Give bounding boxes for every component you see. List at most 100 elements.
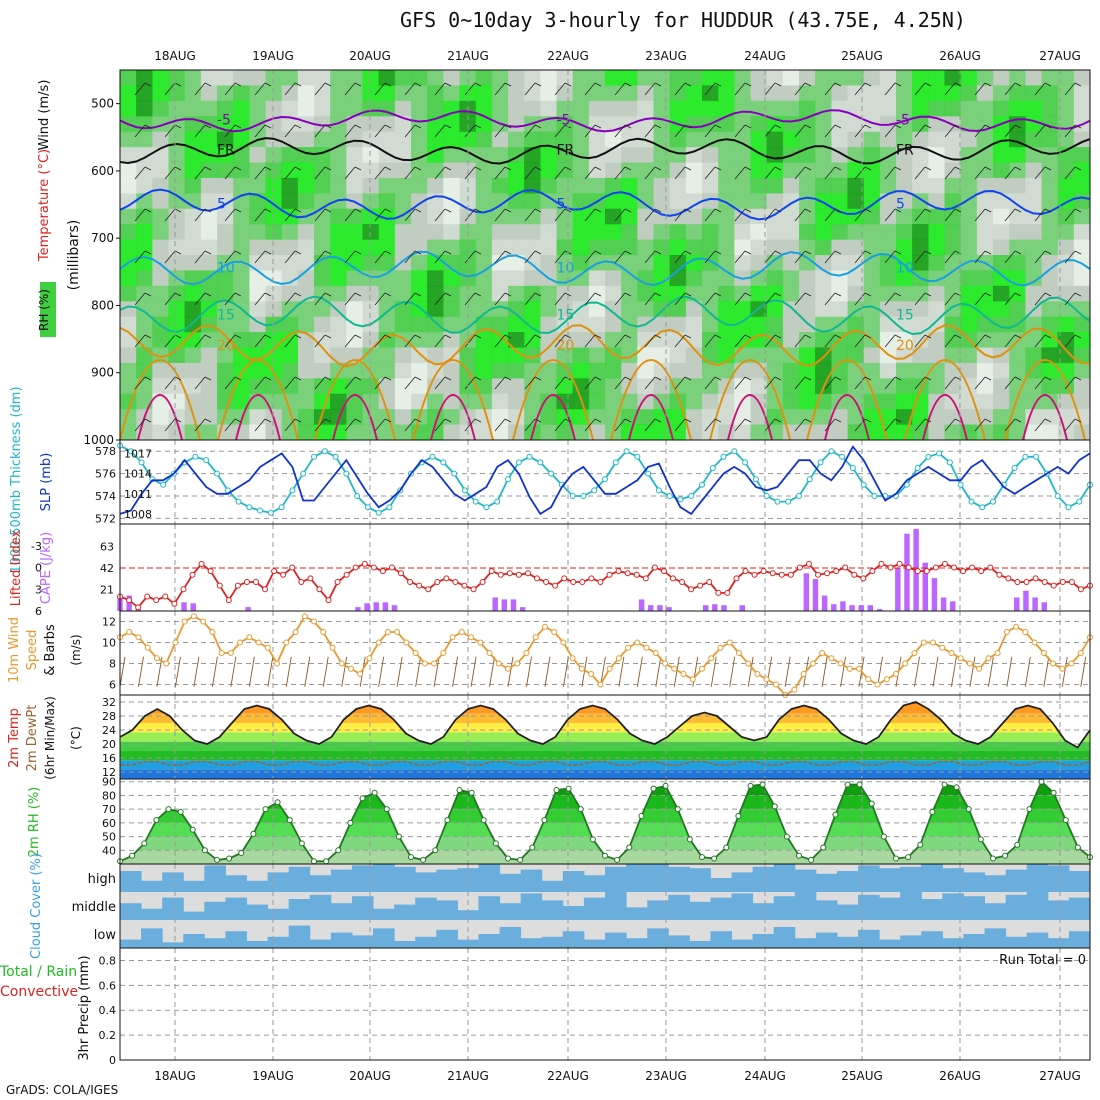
rh-cell <box>443 147 460 163</box>
wind-barb <box>794 124 806 138</box>
rh-cell <box>605 100 622 117</box>
rh-cell <box>475 177 493 194</box>
rh-cell <box>960 85 978 102</box>
rh-cell <box>297 147 315 163</box>
rh-cell <box>394 239 412 256</box>
rh-cell <box>1009 100 1026 117</box>
lifted-index-point <box>534 575 541 582</box>
rh-cell <box>588 332 606 348</box>
wind-barb <box>704 208 716 222</box>
rh-cell <box>815 131 832 148</box>
surface-wind-barb <box>174 656 181 687</box>
rh-cell <box>281 409 299 426</box>
rh-cell <box>378 70 396 86</box>
rh-cell <box>427 347 444 364</box>
rh-cell <box>200 193 218 210</box>
temperature-band <box>120 723 1090 733</box>
cloud-high-cell <box>900 866 922 892</box>
rh-cell <box>734 316 751 333</box>
rh-cell <box>524 347 541 364</box>
wind-barb <box>434 418 446 432</box>
wind-speed-point <box>893 671 899 677</box>
rh-cell <box>1041 177 1059 194</box>
wind-barb-flag <box>924 292 932 297</box>
rh-cell <box>685 70 703 86</box>
rh-cell <box>605 378 622 395</box>
rh-cell <box>766 147 784 163</box>
rh-cell <box>443 362 460 379</box>
rh-cell <box>378 301 396 318</box>
rh-cell <box>879 177 897 194</box>
rh-cell <box>685 208 703 225</box>
rh-point <box>541 817 548 824</box>
wind-speed-point <box>421 660 428 667</box>
rh-cell <box>233 70 250 86</box>
rh-cell <box>459 285 477 302</box>
rh-cell <box>491 285 509 302</box>
wind-speed-point <box>311 618 317 625</box>
rh-cell <box>443 208 460 225</box>
cape-bar <box>391 605 398 611</box>
wind-barb <box>884 82 896 96</box>
wind-barb-flag <box>864 376 872 381</box>
lifted-index-point <box>352 564 359 571</box>
wind-barb-flag <box>894 376 902 381</box>
wind-barb <box>194 334 206 348</box>
cloud-middle-cell <box>668 894 690 920</box>
lifted-index-point <box>497 571 504 578</box>
wind-barb-flag <box>1074 208 1082 213</box>
rh-cell <box>378 239 396 256</box>
wind-barb-flag <box>384 292 392 297</box>
rh-cell <box>297 239 315 256</box>
wind-barb <box>344 292 356 306</box>
rh-cell <box>912 224 929 241</box>
wind-barb-flag <box>1074 124 1082 129</box>
thickness-point <box>343 470 350 477</box>
rh-cell <box>427 393 444 410</box>
rh-cell <box>297 162 315 179</box>
wind-speed-point <box>246 634 253 641</box>
cloud-middle-cell <box>942 893 964 920</box>
wind-speed-point <box>264 644 271 651</box>
rh-cell <box>378 362 396 379</box>
rh-point <box>856 781 863 788</box>
surface-wind-barb <box>248 656 255 687</box>
rh-cell <box>265 208 283 225</box>
wind-barb-flag <box>924 334 932 339</box>
rh-cell <box>346 116 363 133</box>
wind-barb-flag <box>714 82 722 87</box>
rh-cell <box>718 85 735 102</box>
precip-legend-total: Total / Rain <box>0 964 77 980</box>
rh-cell <box>136 85 153 102</box>
wind-barb <box>584 166 596 180</box>
cloud-middle-cell <box>710 897 733 920</box>
rh-cell <box>831 347 848 364</box>
wind-barb <box>254 166 266 180</box>
rh-cell <box>459 301 477 318</box>
isotherm-25-lobe <box>1004 359 1086 441</box>
rh-cell <box>993 147 1010 163</box>
rh-cell <box>669 85 687 102</box>
rh-cell <box>669 270 687 287</box>
rh-point <box>929 808 936 815</box>
rh-cell <box>378 208 396 225</box>
cloud-middle-cell <box>225 897 248 920</box>
wind-barb <box>434 208 446 222</box>
rh-cell <box>863 85 881 102</box>
wind-barb <box>134 376 146 390</box>
wind-barb <box>944 250 956 264</box>
dewpoint-line <box>120 760 1091 766</box>
wind-barb-flag <box>294 124 302 129</box>
wind-speed-point <box>662 660 669 667</box>
lifted-index-point <box>932 564 939 571</box>
cloud-high-cell <box>373 864 395 892</box>
wind-speed-point <box>856 665 863 672</box>
rh-cell <box>993 208 1010 225</box>
rh-cell <box>184 162 202 179</box>
rh-cell <box>120 70 137 86</box>
rh-cell <box>976 131 994 148</box>
top-date-label-20AUG: 20AUG <box>349 49 391 63</box>
wind-barb-flag <box>474 418 482 423</box>
wind-barb <box>284 166 296 180</box>
rh-cell <box>281 147 299 163</box>
